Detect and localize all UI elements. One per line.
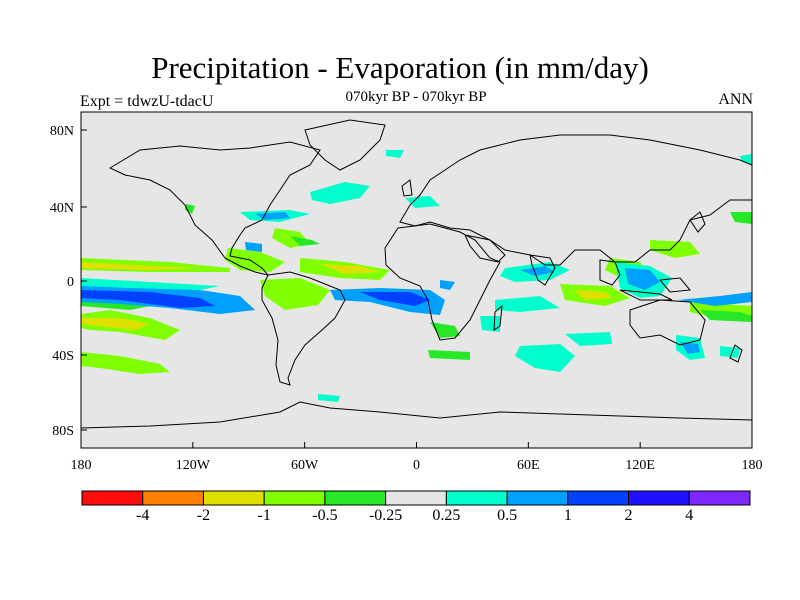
colorbar-label: -0.25 <box>368 507 403 524</box>
y-tick-label: 40N <box>50 201 74 216</box>
colorbar-label: -2 <box>196 507 211 524</box>
precip-evap-field <box>81 150 752 402</box>
x-tick-label: 180 <box>742 458 763 473</box>
x-tick-label: 120W <box>176 458 211 473</box>
x-tick-label: 120E <box>625 458 655 473</box>
page-title: Precipitation - Evaporation (in mm/day) <box>151 50 649 85</box>
colorbar-swatch <box>506 490 569 506</box>
colorbar-swatch <box>688 490 751 506</box>
season-label: ANN <box>718 91 753 108</box>
colorbar-label: 0.25 <box>432 507 461 524</box>
colorbar-swatch <box>263 490 326 506</box>
y-tick-label: 80S <box>52 424 74 439</box>
colorbar-label: 4 <box>685 507 694 524</box>
colorbar-label: -1 <box>257 507 271 524</box>
y-tick-label: 40S <box>52 349 74 364</box>
colorbar-label: -0.5 <box>312 507 338 524</box>
colorbar-swatch <box>628 490 690 506</box>
coastlines <box>81 119 752 429</box>
colorbar-swatch <box>445 490 508 506</box>
y-tick-label: 80N <box>50 124 74 139</box>
colorbar-swatch <box>324 490 387 506</box>
colorbar-label: 2 <box>624 507 633 524</box>
colorbar-label: -4 <box>136 507 150 524</box>
map-subtitle: 070kyr BP - 070kyr BP <box>345 89 487 105</box>
x-tick-label: 180 <box>71 458 92 473</box>
colorbar-label: 0.5 <box>497 507 518 524</box>
colorbar <box>81 490 751 506</box>
x-tick-label: 60E <box>517 458 540 473</box>
colorbar-swatch <box>385 490 447 506</box>
colorbar-swatch <box>142 490 204 506</box>
colorbar-swatch <box>202 490 265 506</box>
colorbar-swatch <box>81 490 144 506</box>
x-axis: 180 120W 60W 0 60E 120E 180 <box>71 442 763 473</box>
experiment-label: Expt = tdwzU-tdacU <box>80 93 214 110</box>
x-tick-label: 0 <box>413 458 420 473</box>
colorbar-swatch <box>567 490 630 506</box>
x-tick-label: 60W <box>291 458 319 473</box>
y-tick-label: 0 <box>67 275 74 290</box>
colorbar-label: 1 <box>563 507 572 524</box>
y-axis: 80N 40N 0 40S 80S <box>50 124 87 439</box>
